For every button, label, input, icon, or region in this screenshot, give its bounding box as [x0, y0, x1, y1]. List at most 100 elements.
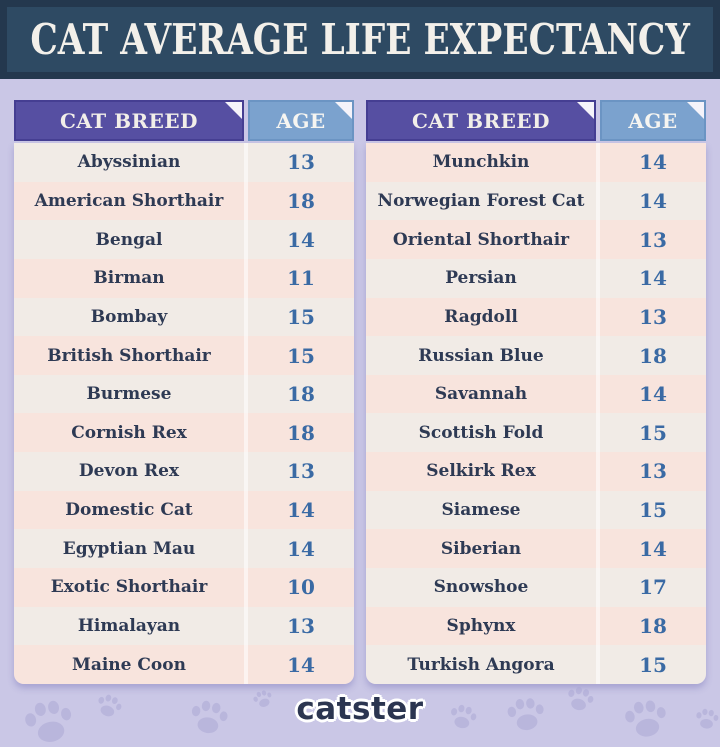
column-divider	[596, 258, 600, 298]
paw-print-icon	[502, 692, 549, 736]
breed-cell: Norwegian Forest Cat	[377, 190, 585, 211]
breed-cell: Ragdoll	[444, 306, 518, 327]
breed-cell: Bengal	[95, 229, 163, 250]
table-row: Birman 11	[14, 258, 354, 298]
table-row: Bengal 14	[14, 220, 354, 259]
age-cell: 17	[639, 575, 667, 600]
cat-breed-header: CAT BREED	[366, 100, 596, 141]
age-cell: 15	[639, 498, 667, 523]
table-row: Devon Rex 13	[14, 452, 354, 491]
age-cell: 15	[287, 343, 315, 368]
age-header: AGE	[248, 100, 354, 141]
breed-cell: Scottish Fold	[418, 422, 544, 443]
age-cell: 11	[287, 266, 315, 291]
table-row: Oriental Shorthair 13	[366, 220, 706, 259]
column-divider	[244, 452, 248, 491]
column-divider	[244, 258, 248, 298]
column-divider	[244, 143, 248, 182]
paw-print-icon	[249, 686, 277, 712]
table-row: Siamese 15	[366, 490, 706, 530]
breed-cell: Birman	[93, 268, 165, 289]
breed-cell: Burmese	[86, 384, 172, 405]
breed-cell: Domestic Cat	[65, 500, 193, 521]
table-body: Munchkin 14 Norwegian Forest Cat 14 Oriental…	[366, 143, 706, 684]
age-cell: 14	[639, 382, 667, 407]
column-divider	[596, 220, 600, 259]
breed-cell: Exotic Shorthair	[50, 577, 208, 598]
table-row: Snowshoe 17	[366, 568, 706, 607]
paw-print-icon	[92, 689, 127, 722]
table-row: Exotic Shorthair 10	[14, 568, 354, 607]
age-cell: 13	[287, 150, 315, 175]
age-cell: 13	[639, 227, 667, 252]
breed-cell: Oriental Shorthair	[392, 229, 570, 250]
table-row: Bombay 15	[14, 297, 354, 337]
column-divider	[244, 336, 248, 375]
age-cell: 14	[287, 227, 315, 252]
table-row: Ragdoll 13	[366, 297, 706, 337]
age-cell: 14	[639, 536, 667, 561]
age-cell: 13	[287, 614, 315, 638]
table-row: British Shorthair 15	[14, 336, 354, 375]
table-row: Siberian 14	[366, 529, 706, 569]
age-cell: 14	[287, 536, 315, 561]
column-divider	[596, 143, 600, 182]
age-cell: 15	[639, 420, 667, 445]
table-row: Munchkin 14	[366, 143, 706, 182]
table-row: Maine Coon 14	[14, 645, 354, 684]
breed-cell: Devon Rex	[78, 461, 180, 482]
age-cell: 14	[639, 188, 667, 213]
breed-cell: Sphynx	[446, 616, 516, 636]
column-divider	[596, 181, 600, 221]
age-cell: 10	[287, 575, 315, 600]
breed-tables-container: CAT BREED AGE Abyssinian 13 American Short…	[14, 100, 706, 684]
paw-print-icon	[562, 682, 598, 717]
column-divider	[596, 452, 600, 491]
breed-cell: American Shorthair	[34, 190, 224, 211]
table-row: Domestic Cat 14	[14, 490, 354, 530]
table-row: Burmese 18	[14, 374, 354, 414]
age-header-label: AGE	[628, 108, 678, 133]
breed-cell: Abyssinian	[77, 152, 181, 173]
column-divider	[244, 568, 248, 607]
breed-cell: Himalayan	[77, 616, 181, 636]
breed-cell: Siamese	[441, 500, 521, 521]
table-row: Abyssinian 13	[14, 143, 354, 182]
column-divider	[596, 297, 600, 337]
age-cell: 15	[287, 304, 315, 329]
age-cell: 18	[639, 614, 667, 638]
table-header-row: CAT BREED AGE	[366, 100, 706, 141]
table-row: American Shorthair 18	[14, 181, 354, 221]
table-row: Russian Blue 18	[366, 336, 706, 375]
table-row: Cornish Rex 18	[14, 413, 354, 453]
table-body: Abyssinian 13 American Shorthair 18 Bengal 14…	[14, 143, 354, 684]
age-header: AGE	[600, 100, 706, 141]
column-divider	[244, 529, 248, 569]
breed-cell: Snowshoe	[433, 577, 529, 598]
footer: catster	[0, 683, 720, 747]
paw-print-icon	[619, 693, 674, 745]
breed-cell: Bombay	[90, 306, 168, 327]
column-divider	[244, 645, 248, 684]
table-header-row: CAT BREED AGE	[14, 100, 354, 141]
breed-cell: Savannah	[434, 384, 528, 405]
column-divider	[596, 336, 600, 375]
breed-cell: Munchkin	[432, 152, 530, 173]
folded-corner-icon	[335, 102, 352, 119]
table-row: Scottish Fold 15	[366, 413, 706, 453]
cat-breed-header: CAT BREED	[14, 100, 244, 141]
column-divider	[244, 374, 248, 414]
folded-corner-icon	[687, 102, 704, 119]
age-cell: 13	[639, 459, 667, 484]
column-divider	[244, 606, 248, 646]
column-divider	[596, 568, 600, 607]
column-divider	[596, 413, 600, 453]
breed-cell: Maine Coon	[72, 654, 186, 675]
cat-breed-header-label: CAT BREED	[59, 108, 199, 133]
column-divider	[244, 220, 248, 259]
age-cell: 14	[287, 652, 315, 677]
table-row: Persian 14	[366, 258, 706, 298]
title-bar: CAT AVERAGE LIFE EXPECTANCY	[0, 0, 720, 79]
column-divider	[596, 490, 600, 530]
breed-cell: Siberian	[440, 538, 522, 559]
